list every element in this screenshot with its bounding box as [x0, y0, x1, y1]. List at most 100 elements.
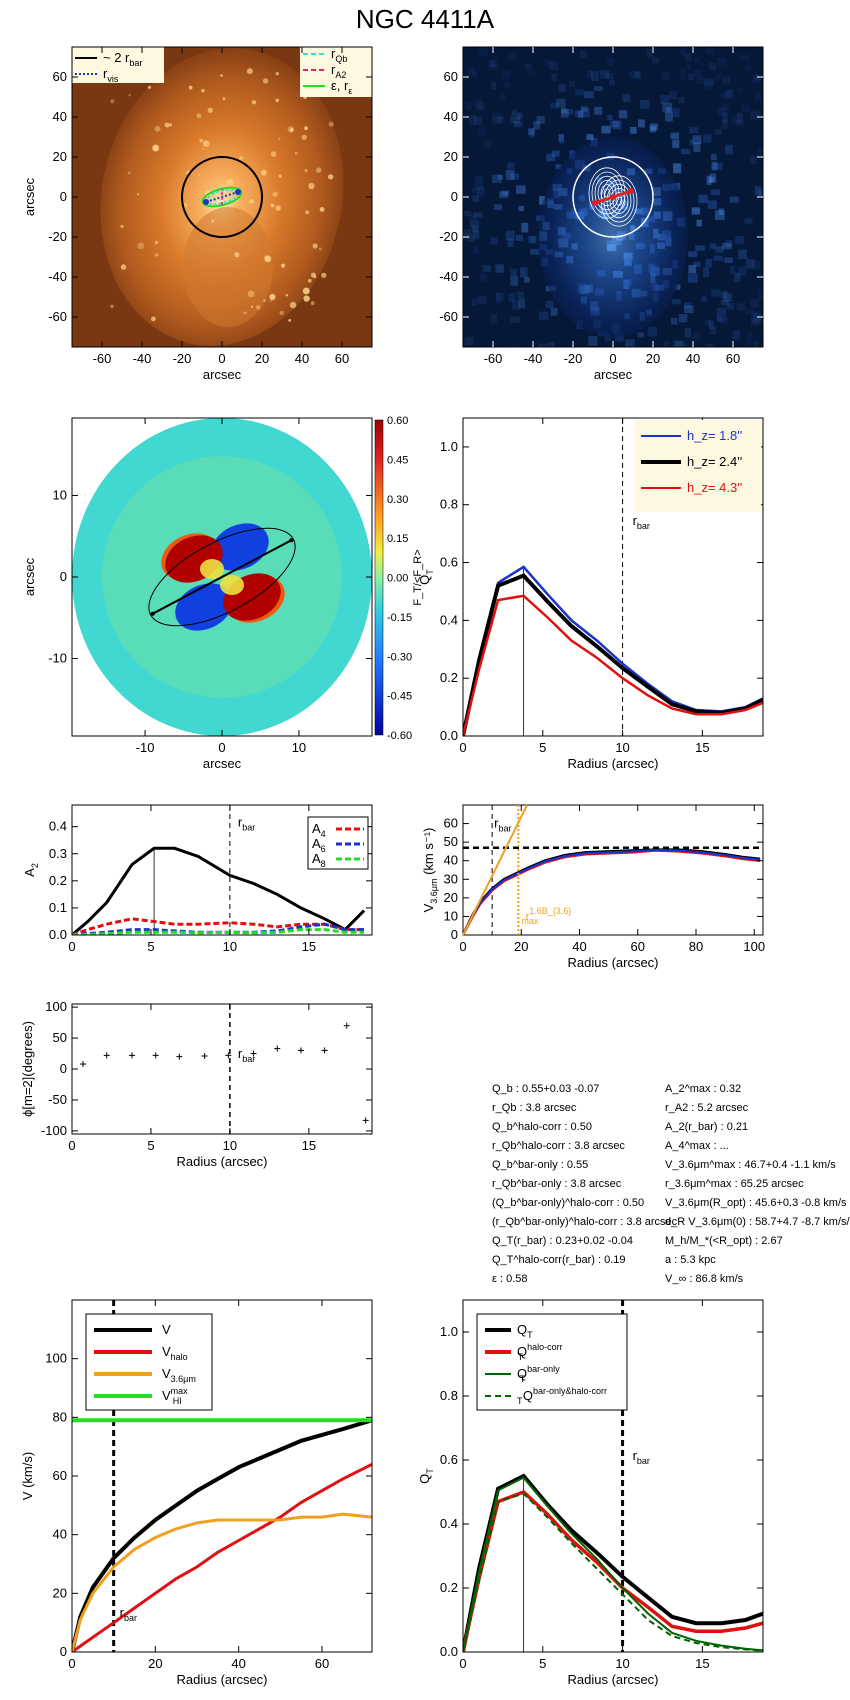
bright-knot [328, 121, 334, 127]
legend-box-left [72, 47, 164, 83]
noise-pixel [489, 64, 498, 71]
x-tick-label: -20 [564, 351, 583, 366]
colorbar-tick-label: -0.30 [387, 651, 412, 663]
noise-pixel [586, 134, 594, 140]
noise-pixel [527, 128, 535, 136]
bright-knot [226, 179, 234, 186]
colorbar-label: F_T/<F_R> [412, 549, 424, 605]
noise-pixel [755, 185, 762, 195]
y-tick-label: 10 [53, 487, 67, 502]
noise-pixel [663, 341, 670, 347]
legend-label: A4 [312, 821, 326, 839]
series-line-3 [463, 1492, 763, 1652]
parameter-line: V_∞ : 86.8 km/s [665, 1273, 744, 1285]
noise-pixel [529, 128, 536, 138]
noise-pixel [495, 293, 502, 303]
noise-pixel [470, 220, 480, 229]
legend-label: Vhalo [162, 1344, 188, 1362]
noise-pixel [752, 77, 762, 85]
noise-pixel [538, 311, 549, 320]
y-tick-label: 0.8 [440, 1388, 458, 1403]
noise-pixel [538, 343, 548, 347]
noise-pixel [601, 125, 611, 134]
noise-pixel [497, 116, 505, 123]
noise-pixel [544, 59, 554, 67]
noise-pixel [479, 273, 487, 282]
noise-pixel [711, 153, 717, 161]
noise-pixel [726, 89, 735, 99]
noise-pixel [723, 292, 733, 302]
noise-pixel [753, 340, 759, 347]
noise-pixel [716, 314, 727, 321]
panel-vcurve: 0 20 40 60 0 20 40 60 80 100 Radius (arcsec) V (km/… [20, 1299, 373, 1687]
bright-knot [287, 126, 295, 133]
noise-pixel [736, 303, 746, 311]
x-axis-label: arcsec [203, 367, 242, 382]
noise-pixel [709, 173, 717, 183]
y-tick-label: 40 [53, 109, 67, 124]
noise-pixel [738, 266, 747, 276]
noise-pixel [685, 62, 692, 70]
bright-knot [307, 278, 312, 283]
bright-knot [288, 318, 292, 322]
center-marker [610, 194, 616, 200]
noise-pixel [649, 123, 659, 131]
parameters-left: Q_b : 0.55+0.03 -0.07 r_Qb : 3.8 arcsec Q_… [492, 1080, 677, 1289]
noise-pixel [488, 60, 496, 67]
x-tick-label: 15 [302, 939, 316, 954]
noise-pixel [507, 162, 515, 170]
noise-pixel [493, 204, 503, 210]
bright-knot [310, 272, 317, 278]
y-tick-label: 80 [53, 1409, 67, 1424]
noise-pixel [561, 107, 567, 114]
noise-pixel [558, 84, 566, 92]
series-line-2 [463, 1476, 763, 1652]
y-tick-label: 50 [444, 834, 458, 849]
noise-pixel [508, 345, 518, 347]
legend-label: A6 [312, 836, 326, 854]
y-tick-label: -20 [48, 229, 67, 244]
bright-knot [164, 122, 170, 128]
noise-pixel [665, 112, 673, 122]
colorbar-tick-label: -0.60 [387, 730, 412, 742]
phase-point [297, 1047, 304, 1054]
noise-pixel [661, 71, 670, 81]
noise-pixel [672, 139, 680, 148]
noise-pixel [704, 78, 714, 86]
legend-label: h_z= 1.8'' [687, 428, 742, 443]
colorbar-tick-label: 0.60 [387, 415, 408, 427]
y-tick-label: 60 [53, 69, 67, 84]
y-axis-label: ϕ[m=2](degrees) [20, 1021, 35, 1117]
noise-pixel [705, 343, 714, 347]
y-tick-label: -10 [48, 651, 67, 666]
noise-pixel [713, 162, 723, 170]
noise-pixel [580, 106, 588, 112]
noise-pixel [516, 112, 523, 120]
y-tick-label: 60 [444, 816, 458, 831]
ellipticity-ellipse [201, 186, 243, 208]
y-tick-label: 0.1 [49, 900, 67, 915]
noise-pixel [518, 298, 525, 309]
bright-knot [247, 290, 255, 298]
noise-pixel [738, 249, 747, 260]
noise-pixel [670, 108, 680, 118]
bright-knot [188, 85, 193, 90]
y-tick-label: 20 [53, 1585, 67, 1600]
bright-knot [110, 304, 114, 309]
noise-pixel [526, 69, 535, 75]
noise-pixel [693, 142, 701, 153]
bright-knot [154, 253, 159, 257]
noise-pixel [577, 110, 584, 118]
legend-label: A8 [312, 851, 326, 869]
noise-pixel [681, 342, 688, 347]
bright-knot [278, 137, 281, 140]
noise-pixel [720, 104, 730, 110]
noise-pixel [466, 233, 475, 242]
transition-zone [220, 575, 244, 595]
noise-pixel [471, 71, 478, 77]
y-tick-label: 0 [60, 1061, 67, 1076]
x-tick-label: 15 [695, 1656, 709, 1671]
noise-pixel [474, 116, 482, 126]
noise-pixel [469, 114, 477, 125]
